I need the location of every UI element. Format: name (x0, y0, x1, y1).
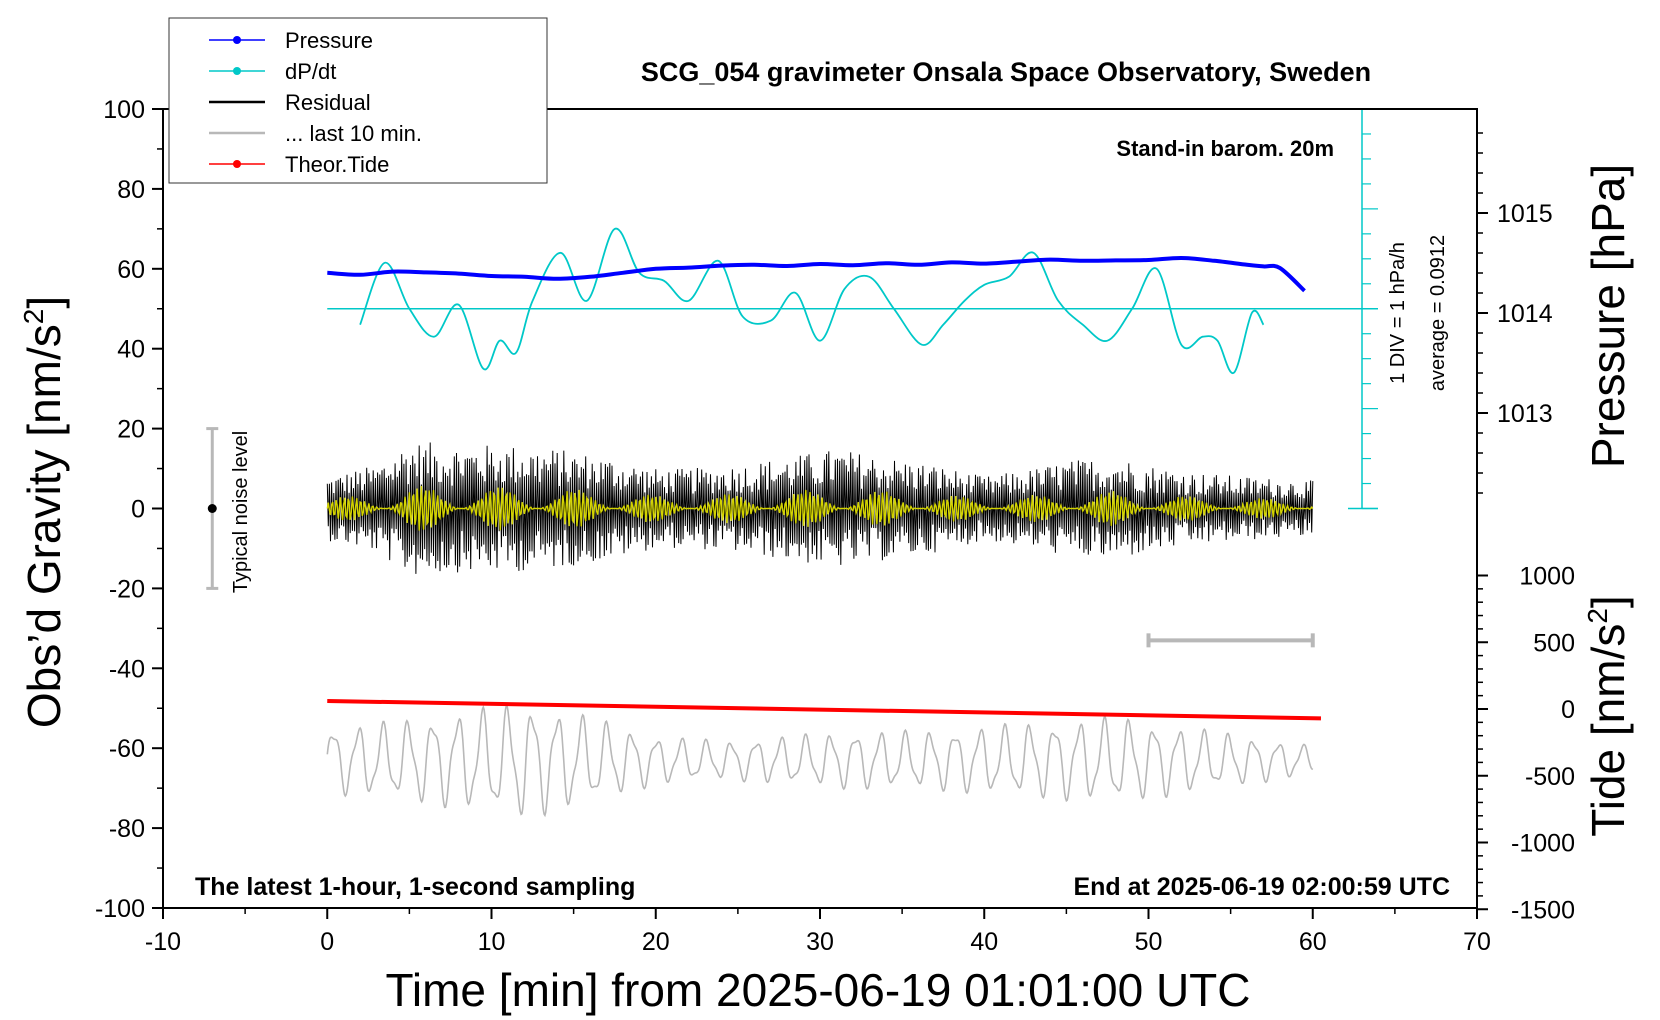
x-tick-label: 40 (970, 928, 998, 956)
y-axis-label-close: ] (18, 296, 70, 309)
y-tick-label: 80 (117, 176, 145, 204)
legend-swatch-dot (233, 67, 241, 75)
average-note: average = 0.0912 (1427, 235, 1449, 391)
pressure-tick-label: 1015 (1497, 200, 1553, 228)
x-tick-label: 10 (478, 928, 506, 956)
tide-tick-label: 1000 (1519, 563, 1575, 591)
footer-left-note: The latest 1-hour, 1-second sampling (195, 873, 635, 901)
x-tick-label: 30 (806, 928, 834, 956)
legend: Pressure dP/dt Residual ... last 10 min. The… (168, 17, 548, 184)
x-tick-label: 20 (642, 928, 670, 956)
dpdt-series-line (359, 227, 1265, 374)
legend-label: Pressure (285, 28, 373, 53)
pressure-tick-label: 1014 (1497, 300, 1553, 328)
tide-series-line (327, 698, 1321, 721)
legend-swatch-dot (233, 36, 241, 44)
y-tick-label: 40 (117, 336, 145, 364)
y-tick-label: 0 (131, 496, 145, 524)
tide-axis-label-close: ] (1582, 595, 1634, 608)
div-note: 1 DIV = 1 hPa/h (1387, 242, 1409, 384)
chart-title: SCG_054 gravimeter Onsala Space Observat… (641, 57, 1371, 87)
legend-label: Residual (285, 90, 371, 115)
y-axis-label-sup: 2 (18, 309, 49, 325)
tide-tick-label: 0 (1561, 696, 1575, 724)
tide-axis-label-main: Tide [nm/s (1582, 624, 1634, 837)
x-tick-label: 50 (1135, 928, 1163, 956)
y-axis-label-main: Obs’d Gravity [nm/s (18, 324, 70, 728)
tide-tick-label: 500 (1533, 629, 1575, 657)
x-tick-label: 70 (1463, 928, 1491, 956)
y-tick-label: -20 (109, 575, 145, 603)
series-layer (206, 108, 1378, 818)
y-tick-label: 60 (117, 256, 145, 284)
pressure-tick-label: 1013 (1497, 400, 1553, 428)
x-tick-label: -10 (145, 928, 181, 956)
pressure-axis-label: Pressure [hPa] (1582, 164, 1634, 468)
legend-entries: Pressure dP/dt Residual ... last 10 min. The… (209, 28, 422, 177)
y-tick-label: -100 (95, 895, 145, 923)
pressure-series-line (327, 255, 1306, 293)
noise-level-label: Typical noise level (230, 431, 252, 593)
tide-axis-label: Tide [nm/s2] (1582, 595, 1634, 836)
legend-label: dP/dt (285, 59, 336, 84)
y-tick-label: 100 (103, 96, 145, 124)
noise-bar-center-dot (207, 504, 217, 513)
tide-axis-label-sup: 2 (1582, 608, 1613, 624)
footer-right-note: End at 2025-06-19 02:00:59 UTC (1073, 873, 1450, 901)
x-tick-label: 0 (320, 928, 334, 956)
axes-layer: -10 0 10 20 30 40 50 60 70-100-80-60-40-20020406… (95, 96, 1575, 956)
barometer-note: Stand-in barom. 20m (1116, 136, 1334, 161)
y-axis-label: Obs’d Gravity [nm/s2] (18, 296, 70, 728)
residual-filtered-series-line (326, 485, 1314, 531)
legend-label: Theor.Tide (285, 152, 389, 177)
legend-swatch-dot (233, 160, 241, 168)
y-tick-label: -40 (109, 655, 145, 683)
x-tick-label: 60 (1299, 928, 1327, 956)
legend-box (168, 17, 548, 184)
tide-tick-label: -1000 (1511, 830, 1575, 858)
y-tick-label: -60 (109, 735, 145, 763)
last10-series-line (326, 704, 1314, 818)
tide-tick-label: -500 (1525, 763, 1575, 791)
legend-label: ... last 10 min. (285, 121, 422, 146)
residual-series-line (326, 442, 1314, 574)
x-axis-label: Time [min] from 2025-06-19 01:01:00 UTC (386, 964, 1251, 1016)
y-tick-label: 20 (117, 416, 145, 444)
tide-tick-label: -1500 (1511, 896, 1575, 924)
y-tick-label: -80 (109, 815, 145, 843)
